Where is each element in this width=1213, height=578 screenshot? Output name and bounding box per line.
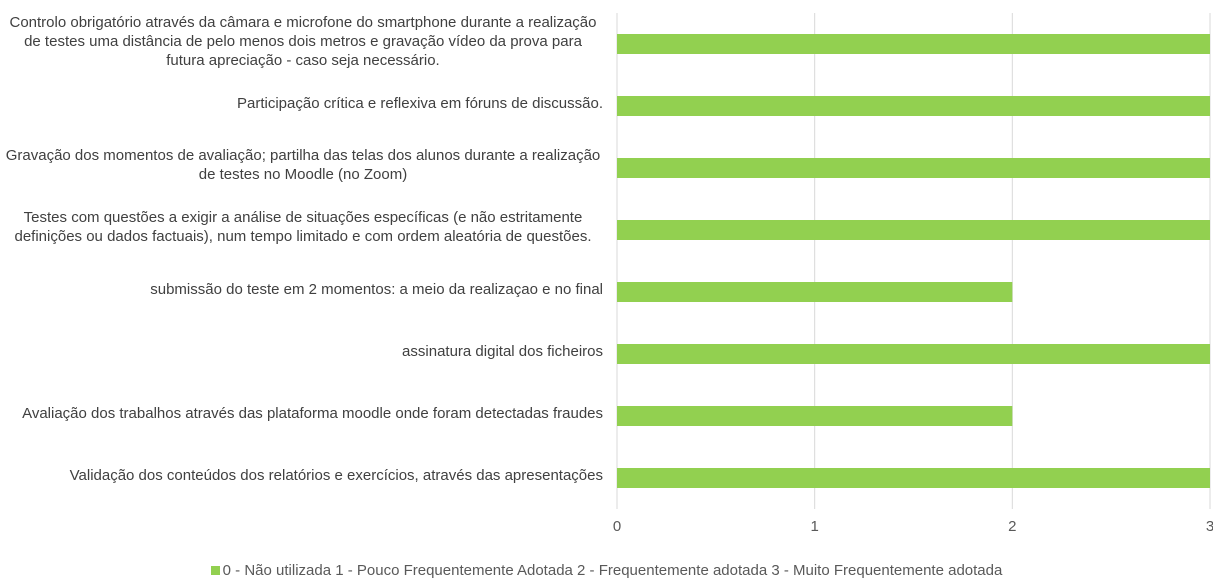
y-tick-label: Avaliação dos trabalhos através das plat… [22, 404, 603, 422]
y-tick-label-box: Validação dos conteúdos dos relatórios e… [0, 444, 603, 506]
legend-swatch [210, 566, 220, 575]
x-tick-label: 3 [1206, 518, 1213, 535]
x-tick-label: 0 [613, 518, 621, 535]
bar [617, 96, 1210, 116]
y-tick-label: assinatura digital dos ficheiros [402, 342, 603, 360]
y-tick-label: Validação dos conteúdos dos relatórios e… [69, 466, 603, 484]
bar [617, 282, 1013, 302]
y-tick-label: Gravação dos momentos de avaliação; part… [5, 147, 601, 183]
bar [617, 34, 1210, 54]
y-tick-label-box: assinatura digital dos ficheiros [0, 320, 603, 382]
y-tick-label: Controlo obrigatório através da câmara e… [9, 13, 597, 69]
legend: 0 - Não utilizada 1 - Pouco Frequentemen… [0, 562, 1213, 578]
y-tick-label-box: submissão do teste em 2 momentos: a meio… [0, 258, 603, 320]
y-tick-label-box: Testes com questões a exigir a análise d… [0, 196, 603, 258]
x-tick-label: 1 [810, 518, 818, 535]
legend-label: 0 - Não utilizada 1 - Pouco Frequentemen… [222, 562, 1003, 578]
y-tick-label: Testes com questões a exigir a análise d… [14, 209, 592, 245]
y-tick-label-box: Avaliação dos trabalhos através das plat… [0, 382, 603, 444]
bar [617, 406, 1013, 426]
y-tick-label-box: Participação crítica e reflexiva em fóru… [0, 72, 603, 134]
bar [617, 468, 1210, 488]
bar [617, 158, 1210, 178]
y-tick-label: submissão do teste em 2 momentos: a meio… [150, 280, 603, 298]
y-tick-label-box: Gravação dos momentos de avaliação; part… [0, 134, 603, 196]
y-tick-label-box: Controlo obrigatório através da câmara e… [0, 10, 603, 72]
y-tick-label: Participação crítica e reflexiva em fóru… [237, 94, 603, 112]
x-tick-label: 2 [1008, 518, 1016, 535]
bar [617, 344, 1210, 364]
bar [617, 220, 1210, 240]
